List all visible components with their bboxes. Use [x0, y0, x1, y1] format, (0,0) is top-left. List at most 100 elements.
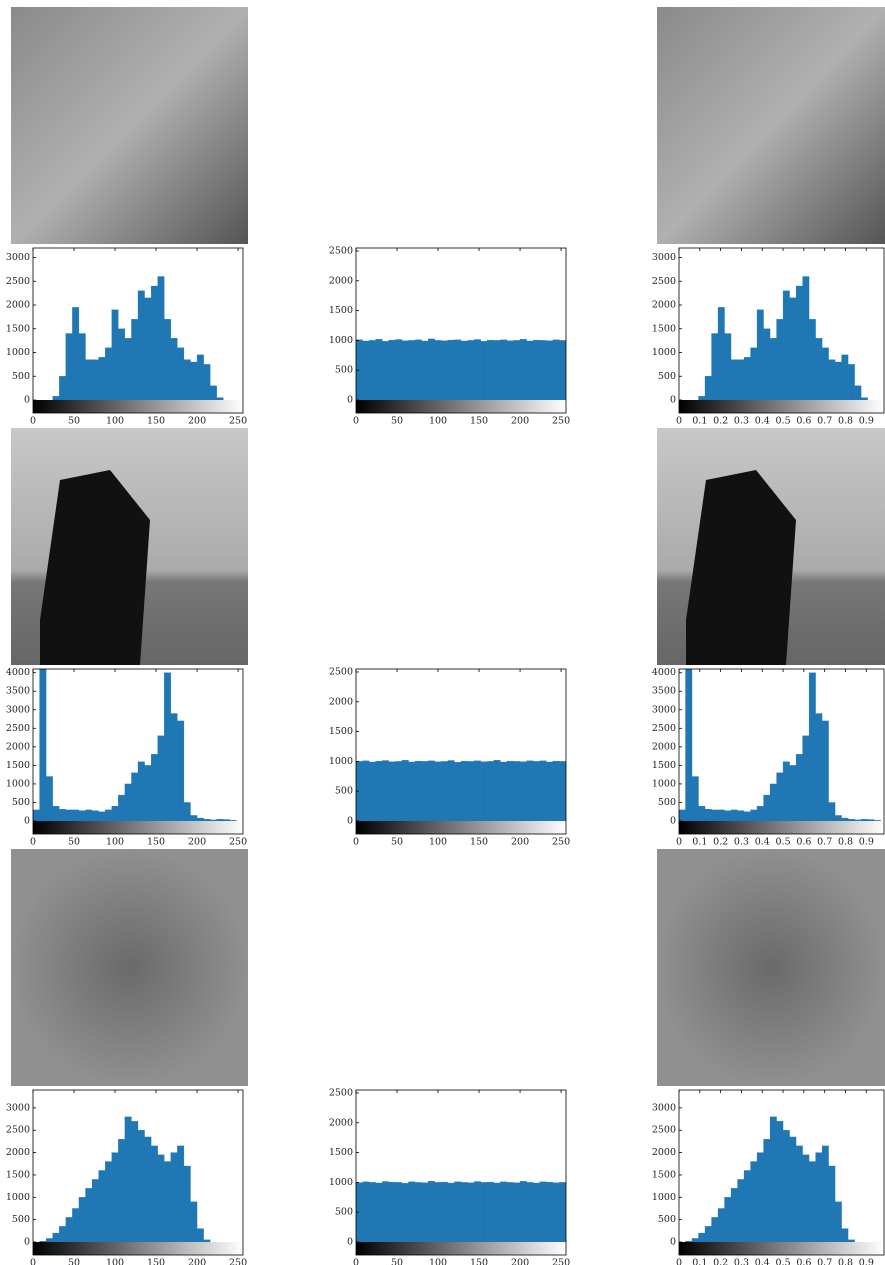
axes-frame: [32, 247, 244, 414]
x-tick-label: 50: [68, 416, 80, 427]
x-tick-label: 150: [470, 837, 488, 848]
image: [334, 7, 571, 244]
bar: [506, 760, 514, 821]
bar: [157, 276, 165, 400]
bar: [33, 809, 40, 821]
x-tick-label: 250: [229, 416, 247, 427]
bar: [854, 385, 862, 400]
bar: [454, 339, 462, 400]
bar: [789, 297, 797, 400]
x-tick-label: 0.9: [859, 837, 874, 848]
bar: [821, 720, 829, 821]
y-tick-label: 0: [24, 1237, 30, 1248]
bar: [519, 339, 527, 400]
x-tick-label: 150: [470, 1258, 488, 1265]
x-tick-label: 150: [470, 416, 488, 427]
bar: [506, 340, 514, 400]
x-tick-label: 0.6: [796, 1258, 811, 1265]
bar: [229, 820, 237, 821]
bar: [144, 297, 152, 400]
x-tick-label: 200: [188, 416, 206, 427]
bar: [190, 361, 198, 400]
bar: [685, 669, 693, 821]
y-tick-label: 1500: [6, 1169, 30, 1180]
bar: [539, 760, 547, 821]
bar: [711, 1217, 719, 1242]
x-tick-label: 0: [30, 837, 36, 848]
bar: [546, 340, 554, 400]
y-tick-label: 500: [335, 365, 353, 376]
bar: [375, 1182, 383, 1242]
bar: [65, 809, 73, 821]
y-tick-label: 2500: [652, 276, 676, 287]
x-tick-label: 100: [429, 837, 447, 848]
bar: [368, 1182, 376, 1242]
bar: [137, 1130, 145, 1242]
bar: [546, 1181, 554, 1242]
bar: [150, 754, 158, 821]
bar: [91, 810, 99, 821]
bar: [552, 1182, 560, 1242]
bar: [111, 1152, 119, 1242]
bar: [834, 1201, 842, 1242]
bar: [428, 338, 435, 400]
images: [11, 7, 885, 1086]
bar: [72, 1208, 80, 1242]
bar: [841, 354, 849, 400]
bar: [750, 347, 758, 400]
y-tick-label: 500: [335, 1207, 353, 1218]
bar: [821, 1145, 829, 1242]
bar: [375, 760, 383, 821]
x-tick-label: 0: [30, 1258, 36, 1265]
bar: [467, 340, 475, 400]
bar: [698, 396, 706, 400]
axes-frame: [355, 1089, 567, 1256]
bar: [157, 1154, 165, 1242]
y-tick-label: 1500: [329, 726, 353, 737]
bar: [756, 1152, 764, 1242]
x-tick-label: 0.8: [838, 1258, 853, 1265]
bar: [776, 772, 784, 821]
bar: [85, 359, 93, 400]
bar: [691, 1238, 699, 1242]
x-tick-label: 0.3: [734, 416, 749, 427]
bar: [196, 817, 204, 821]
bar: [730, 359, 738, 400]
bar: [210, 819, 217, 821]
y-tick-label: 500: [12, 371, 30, 382]
bar: [414, 760, 422, 821]
bar: [52, 396, 60, 400]
bar: [196, 1228, 204, 1242]
y-tick-label: 500: [658, 371, 676, 382]
bar: [91, 359, 99, 400]
bar: [847, 818, 855, 821]
bar: [460, 760, 468, 821]
bar: [473, 1181, 481, 1242]
axes-frame: [678, 668, 885, 835]
bar: [467, 761, 475, 821]
bar: [776, 1121, 784, 1242]
x-tick-label: 0.2: [713, 1258, 728, 1265]
y-tick-label: 0: [670, 816, 676, 827]
bar: [190, 1201, 198, 1242]
colorbar: [679, 1242, 884, 1255]
colorbar: [356, 400, 566, 413]
bar: [480, 341, 488, 400]
bar: [395, 339, 403, 400]
y-tick-label: 2000: [6, 300, 30, 311]
bar: [395, 761, 403, 821]
bar: [434, 761, 442, 821]
bar: [526, 1182, 534, 1242]
bar: [183, 802, 191, 821]
bar: [408, 761, 416, 821]
bar: [388, 761, 396, 821]
x-tick-label: 0.3: [734, 1258, 749, 1265]
y-tick-label: 4000: [652, 667, 676, 678]
bar: [414, 1182, 422, 1242]
bar: [724, 333, 732, 400]
bar: [559, 340, 566, 400]
bar: [414, 339, 422, 400]
bar: [815, 1152, 823, 1242]
bar: [473, 339, 481, 400]
colorbar: [356, 821, 566, 834]
